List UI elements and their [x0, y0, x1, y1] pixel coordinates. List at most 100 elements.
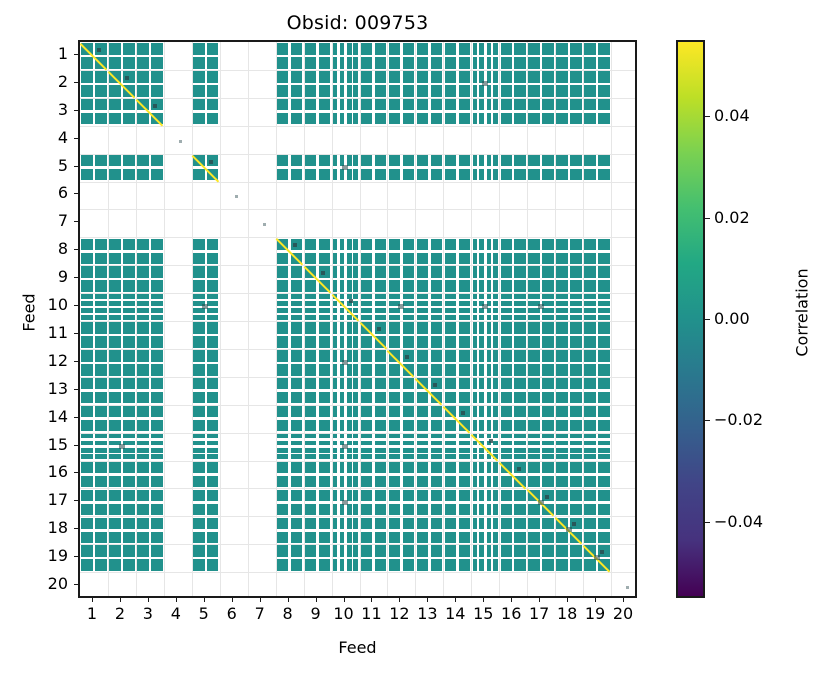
heatmap-cell — [353, 392, 359, 404]
heatmap-cell — [458, 475, 471, 488]
heatmap-cell — [360, 301, 373, 306]
heatmap-cell — [486, 419, 492, 432]
heatmap-cell — [332, 447, 338, 453]
heatmap-cell — [514, 378, 526, 390]
gridline-horizontal — [80, 404, 635, 406]
heatmap-cell — [207, 252, 219, 264]
heatmap-cell — [276, 503, 289, 516]
heatmap-cell — [402, 517, 415, 529]
gridline-vertical — [135, 42, 137, 596]
heatmap-cell — [479, 378, 484, 390]
masked-pixel-marker — [153, 103, 158, 108]
chart-title: Obsid: 009753 — [286, 12, 429, 34]
heatmap-cell — [95, 154, 107, 167]
heatmap-cell — [374, 531, 387, 543]
heatmap-cell — [346, 113, 352, 125]
y-axis-label: Feed — [19, 293, 39, 332]
heatmap-cell — [542, 419, 554, 432]
gridline-horizontal — [80, 209, 635, 211]
heatmap-cell — [430, 85, 443, 97]
y-axis-tick — [74, 332, 78, 334]
heatmap-cell — [584, 57, 596, 69]
heatmap-cell — [374, 419, 387, 432]
heatmap-cell — [318, 294, 331, 299]
heatmap-cell — [151, 280, 163, 292]
colorbar-tick — [705, 217, 710, 219]
heatmap-cell — [276, 314, 289, 320]
heatmap-cell — [339, 489, 345, 502]
heatmap-cell — [542, 238, 554, 250]
heatmap-cell — [570, 433, 582, 439]
heatmap-cell — [458, 503, 471, 516]
heatmap-cell — [332, 517, 338, 529]
heatmap-cell — [374, 433, 387, 439]
heatmap-cell — [444, 314, 457, 320]
heatmap-cell — [360, 433, 373, 439]
heatmap-cell — [276, 454, 289, 460]
heatmap-cell — [95, 294, 107, 299]
heatmap-cell — [360, 238, 373, 250]
heatmap-cell — [207, 454, 219, 460]
heatmap-cell — [528, 252, 540, 264]
heatmap-cell — [542, 440, 554, 446]
heatmap-cell — [95, 461, 107, 474]
heatmap-cell — [528, 461, 540, 474]
heatmap-cell — [570, 322, 582, 334]
heatmap-cell — [528, 531, 540, 543]
heatmap-cell — [402, 489, 415, 502]
heatmap-cell — [416, 308, 429, 314]
heatmap-cell — [598, 364, 610, 376]
heatmap-cell — [598, 392, 610, 404]
heatmap-cell — [556, 531, 568, 543]
x-axis-tick-label: 9 — [310, 604, 321, 623]
heatmap-cell — [598, 322, 610, 334]
heatmap-cell — [109, 531, 121, 543]
y-axis-tick — [74, 500, 78, 502]
heatmap-cell — [388, 378, 401, 390]
heatmap-cell — [339, 266, 345, 278]
heatmap-cell — [570, 461, 582, 474]
heatmap-cell — [318, 336, 331, 348]
masked-pixel-marker — [544, 494, 549, 499]
heatmap-cell — [556, 336, 568, 348]
heatmap-cell — [556, 314, 568, 320]
heatmap-cell — [137, 322, 149, 334]
y-axis-tick — [74, 277, 78, 279]
heatmap-cell — [500, 559, 512, 571]
heatmap-cell — [353, 308, 359, 314]
heatmap-cell — [193, 517, 205, 529]
heatmap-cell — [402, 252, 415, 264]
heatmap-cell — [402, 280, 415, 292]
heatmap-cell — [318, 350, 331, 362]
heatmap-cell — [479, 545, 484, 557]
heatmap-cell — [290, 559, 303, 571]
heatmap-cell — [109, 461, 121, 474]
heatmap-cell — [81, 454, 93, 460]
heatmap-cell — [458, 454, 471, 460]
heatmap-cell — [151, 308, 163, 314]
heatmap-cell — [528, 314, 540, 320]
heatmap-cell — [207, 392, 219, 404]
y-axis-tick-label: 2 — [57, 71, 68, 91]
heatmap-cell — [151, 392, 163, 404]
heatmap-cell — [514, 433, 526, 439]
heatmap-cell — [542, 99, 554, 111]
gridline-horizontal — [80, 153, 635, 155]
heatmap-cell — [95, 350, 107, 362]
masked-pixel-marker — [593, 555, 600, 561]
heatmap-cell — [486, 531, 492, 543]
heatmap-cell — [500, 440, 512, 446]
heatmap-cell — [388, 461, 401, 474]
heatmap-cell — [500, 280, 512, 292]
heatmap-cell — [360, 43, 373, 55]
heatmap-cell — [528, 238, 540, 250]
heatmap-cell — [479, 280, 484, 292]
heatmap-cell — [472, 238, 478, 250]
heatmap-cell — [95, 322, 107, 334]
heatmap-cell — [137, 43, 149, 55]
heatmap-cell — [388, 57, 401, 69]
heatmap-cell — [500, 322, 512, 334]
y-axis-tick — [74, 305, 78, 307]
heatmap-cell — [346, 294, 352, 299]
heatmap-cell — [276, 517, 289, 529]
